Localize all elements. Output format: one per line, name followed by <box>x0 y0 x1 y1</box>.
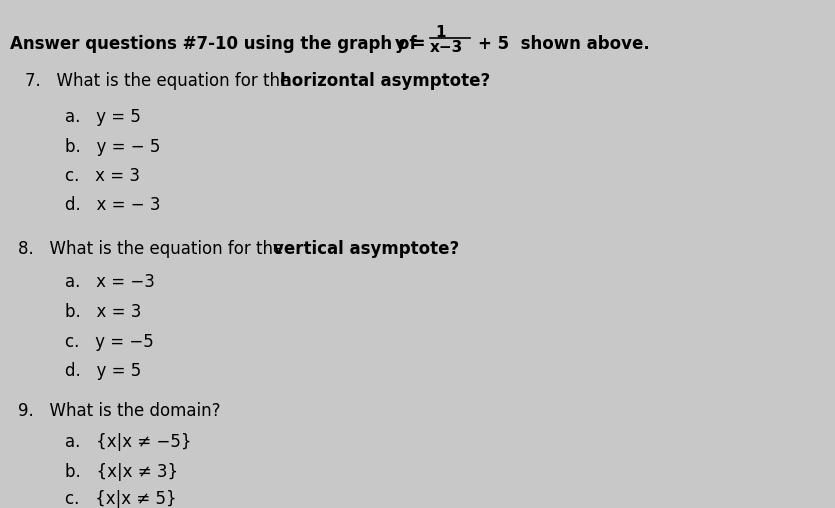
Text: 7.   What is the equation for the: 7. What is the equation for the <box>25 72 296 90</box>
Text: c.   {x|x ≠ 5}: c. {x|x ≠ 5} <box>65 490 177 508</box>
Text: vertical asymptote?: vertical asymptote? <box>273 240 459 258</box>
Text: c.   y = −5: c. y = −5 <box>65 333 154 351</box>
Text: b.   {x|x ≠ 3}: b. {x|x ≠ 3} <box>65 463 178 481</box>
Text: y =: y = <box>395 35 426 53</box>
Text: Answer questions #7-10 using the graph of: Answer questions #7-10 using the graph o… <box>10 35 417 53</box>
Text: c.   x = 3: c. x = 3 <box>65 167 140 185</box>
Text: b.   y = − 5: b. y = − 5 <box>65 138 160 156</box>
Text: horizontal asymptote?: horizontal asymptote? <box>280 72 490 90</box>
Text: a.   y = 5: a. y = 5 <box>65 108 141 126</box>
Text: a.   {x|x ≠ −5}: a. {x|x ≠ −5} <box>65 433 191 451</box>
Text: + 5  shown above.: + 5 shown above. <box>478 35 650 53</box>
Text: x−3: x−3 <box>430 40 463 55</box>
Text: d.   x = − 3: d. x = − 3 <box>65 196 160 214</box>
Text: b.   x = 3: b. x = 3 <box>65 303 141 321</box>
Text: d.   y = 5: d. y = 5 <box>65 362 141 380</box>
Text: 9.   What is the domain?: 9. What is the domain? <box>18 402 220 420</box>
Text: 8.   What is the equation for the: 8. What is the equation for the <box>18 240 289 258</box>
Text: 1: 1 <box>435 25 446 40</box>
Text: a.   x = −3: a. x = −3 <box>65 273 154 291</box>
